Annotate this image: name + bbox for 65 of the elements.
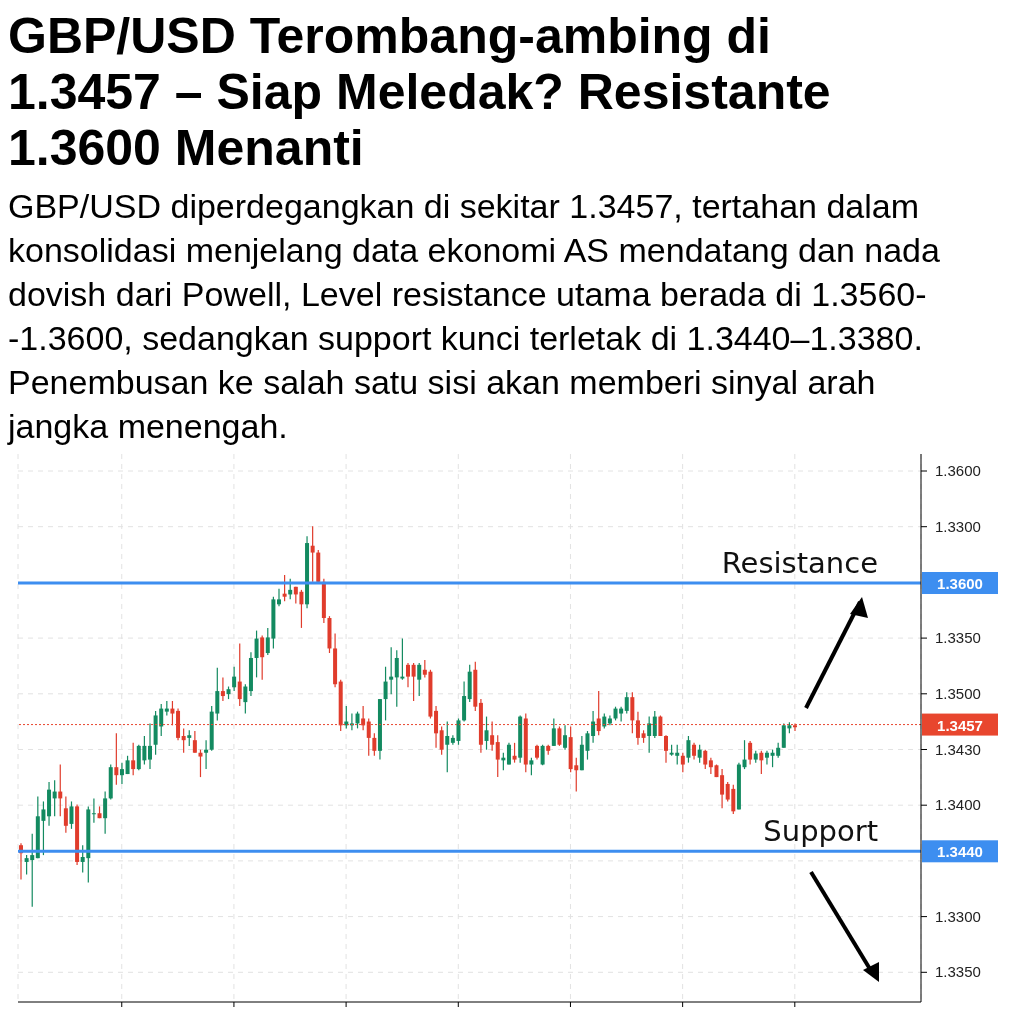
candlestick xyxy=(417,662,422,697)
candlestick xyxy=(551,717,556,747)
text: 1.3430 xyxy=(935,740,981,758)
candlestick xyxy=(647,715,652,754)
candlestick xyxy=(512,742,517,764)
candlestick xyxy=(680,752,685,773)
ref-line-label: Support xyxy=(763,814,878,849)
candlestick xyxy=(495,734,500,778)
candlestick xyxy=(664,734,668,764)
candlestick xyxy=(192,730,197,754)
text: 1.3300 xyxy=(935,517,981,535)
candlestick xyxy=(439,725,444,756)
text: 1.3500 xyxy=(935,684,981,702)
candlestick xyxy=(652,710,657,739)
candlestick xyxy=(310,525,315,583)
candlestick xyxy=(131,742,136,776)
candlestick xyxy=(220,676,225,702)
candlestick xyxy=(204,739,209,770)
candlestick xyxy=(181,727,186,754)
text: 1.3440 xyxy=(937,843,983,861)
candlestick xyxy=(148,722,152,770)
chart-title: GBP/USD Terombang-ambing di 1.3457 – Siap Meledak? Resistante 1.3600 Menanti xyxy=(8,8,832,176)
candlestick xyxy=(748,740,753,766)
candlestick xyxy=(563,724,568,751)
candlestick xyxy=(372,732,377,757)
candlestick xyxy=(103,790,108,835)
text: 1.3457 xyxy=(937,716,983,734)
candlestick xyxy=(119,762,124,785)
candlestick xyxy=(759,750,764,775)
candlestick xyxy=(624,691,629,715)
candlestick xyxy=(277,588,281,607)
candlestick xyxy=(764,750,769,766)
candlestick xyxy=(406,662,410,688)
candlestick xyxy=(243,683,248,715)
ref-line-label: Resistance xyxy=(721,546,878,581)
candlestick xyxy=(703,749,708,770)
candlestick xyxy=(63,795,68,834)
candlestick xyxy=(394,649,399,708)
candlestick xyxy=(254,629,259,678)
candlestick xyxy=(260,634,265,681)
candlestick xyxy=(411,662,416,702)
candlestick xyxy=(445,720,450,773)
candlestick xyxy=(484,715,489,751)
candlestick xyxy=(591,710,596,744)
candlestick xyxy=(720,768,725,809)
candlestick xyxy=(282,574,287,602)
text: 1.3350 xyxy=(935,963,981,981)
candlestick xyxy=(91,797,96,824)
candlestick xyxy=(506,742,511,766)
candlestick xyxy=(742,739,747,770)
candlestick xyxy=(383,666,388,721)
text: 1.3600 xyxy=(937,575,983,593)
text: 1.3300 xyxy=(935,907,981,925)
candlestick xyxy=(686,735,691,764)
candlestick xyxy=(69,800,74,830)
chart-subtitle: GBP/USD diperdegangkan di sekitar 1.3457, tertahan dalam konsolidasi menjelang data ekonomi AS mendatang dan nada dovish dari Powell, Level resistance utama berada di 1.3560--1.3600, sedangkan support kunci terletak di 1.3440–1.3380. Penembusan ke salah satu sisi akan memberi sinyal arah jangka menengah. xyxy=(8,186,941,447)
candlestick xyxy=(237,642,242,707)
candlestick xyxy=(389,646,394,695)
text: 1.3600 xyxy=(935,462,981,479)
candlestick xyxy=(232,666,237,692)
candlestick xyxy=(114,732,119,786)
text: 1.3400 xyxy=(935,796,981,814)
candlestick xyxy=(400,637,405,681)
text: 1.3350 xyxy=(935,629,981,647)
candlestick xyxy=(198,749,203,778)
